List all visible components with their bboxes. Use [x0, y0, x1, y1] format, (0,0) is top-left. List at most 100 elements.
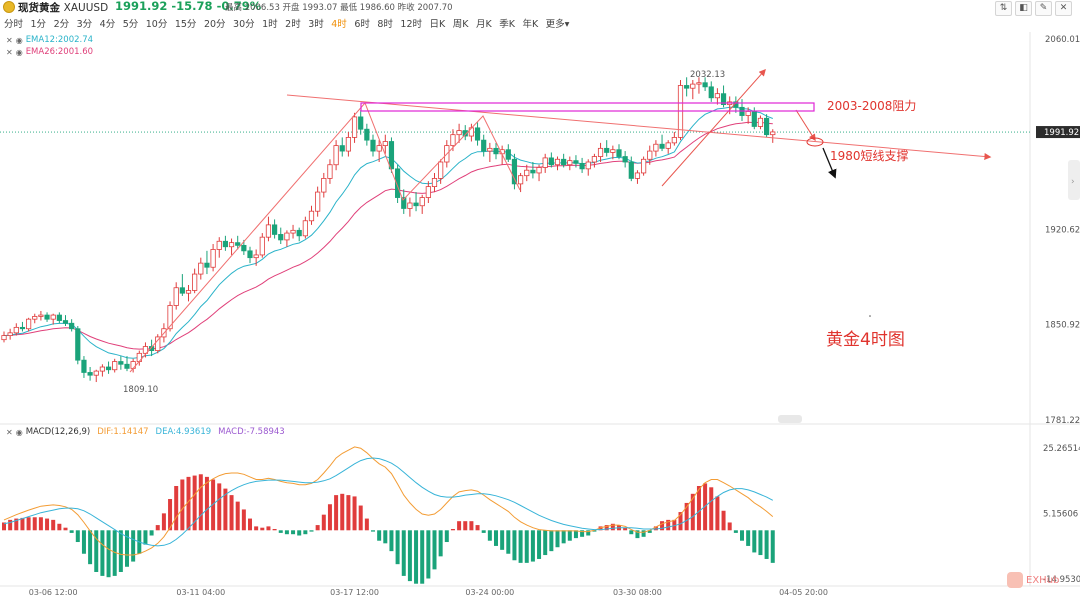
layout-icon[interactable]: ⇅: [995, 1, 1012, 16]
period-tab[interactable]: 2时: [285, 19, 301, 30]
side-handle: [1068, 160, 1080, 200]
macd-bar: [770, 530, 775, 563]
candle-up: [13, 326, 19, 334]
candle-down: [118, 361, 124, 365]
candle-down: [271, 224, 278, 235]
close-icon[interactable]: ✕: [6, 35, 13, 45]
price-tick-label: 1850.92: [1045, 321, 1080, 331]
low-marker: 1809.10: [123, 385, 158, 395]
macd-bar: [690, 493, 695, 531]
candle-up: [536, 167, 542, 174]
candle-up: [518, 175, 524, 185]
price-tick-label: 2060.01: [1045, 35, 1080, 45]
period-tab[interactable]: 4时: [331, 19, 347, 30]
macd-bar: [518, 530, 523, 563]
candle-up: [653, 143, 659, 152]
period-tab[interactable]: 3时: [308, 19, 324, 30]
macd-bar: [487, 530, 492, 541]
macd-bar: [721, 510, 726, 531]
period-tab[interactable]: 2分: [53, 19, 70, 30]
candle-down: [62, 320, 69, 324]
candle-up: [284, 232, 290, 241]
close-icon[interactable]: ✕: [6, 427, 13, 437]
macd-bar: [450, 528, 455, 531]
macd-bar: [512, 530, 517, 561]
eye-icon[interactable]: ◉: [15, 35, 23, 45]
candle-up: [112, 361, 118, 371]
macd-bar: [715, 496, 720, 531]
macd-bar: [161, 513, 166, 531]
candle-down: [548, 157, 554, 166]
period-tab[interactable]: 3分: [76, 19, 93, 30]
period-tab[interactable]: 1时: [262, 19, 278, 30]
panel-icon[interactable]: ◧: [1015, 1, 1032, 16]
period-tab[interactable]: 20分: [203, 19, 226, 30]
macd-bar: [524, 530, 529, 563]
macd-bar: [63, 527, 68, 531]
macd-bar: [204, 476, 209, 531]
period-tab[interactable]: 30分: [233, 19, 255, 30]
candle-down: [364, 128, 370, 141]
macd-bar: [327, 504, 332, 531]
macd-bar: [543, 530, 548, 556]
period-tab[interactable]: 更多▾: [545, 19, 570, 30]
period-tab[interactable]: 年K: [522, 19, 539, 30]
candle-up: [7, 332, 13, 336]
candle-down: [241, 244, 247, 252]
candle-up: [425, 186, 431, 198]
candle-up: [745, 111, 751, 116]
macd-bar: [192, 475, 197, 531]
period-tab[interactable]: 5分: [122, 19, 139, 30]
macd-bar: [733, 530, 738, 533]
candle-down: [44, 314, 50, 320]
watermark-text: EXHub: [1026, 574, 1060, 586]
symbol-name[interactable]: 现货黄金 XAUUSD: [18, 2, 109, 14]
macd-bar: [752, 530, 757, 553]
candle-up: [32, 316, 38, 320]
candle-down: [751, 111, 757, 127]
dot: [869, 315, 871, 317]
candle-down: [87, 372, 93, 376]
close-icon[interactable]: ✕: [6, 47, 13, 57]
macd-bar: [272, 528, 277, 531]
price-change: 1991.92 -15.78 -0.79%: [115, 0, 261, 13]
close-icon[interactable]: ✕: [1055, 1, 1072, 16]
macd-bar: [395, 530, 400, 565]
candle-up: [665, 142, 671, 149]
macd-bar: [340, 493, 345, 531]
candle-down: [659, 143, 665, 149]
eye-icon[interactable]: ◉: [15, 427, 23, 437]
period-tab[interactable]: 月K: [475, 19, 492, 30]
candle-up: [315, 191, 321, 212]
period-tab[interactable]: 15分: [174, 19, 197, 30]
symbol-code: XAUUSD: [63, 2, 109, 14]
gold-coin-icon: [3, 1, 15, 13]
eye-icon[interactable]: ◉: [15, 47, 23, 57]
candle-up: [321, 178, 327, 193]
candle-down: [511, 158, 518, 185]
period-tab[interactable]: 4分: [99, 19, 116, 30]
period-tab[interactable]: 8时: [377, 19, 393, 30]
macd-bar: [94, 530, 99, 572]
candle-up: [185, 290, 192, 294]
period-tab[interactable]: 分时: [4, 19, 24, 30]
period-tab[interactable]: 季K: [499, 19, 515, 30]
period-tab[interactable]: 6时: [354, 19, 370, 30]
macd-bar: [555, 530, 560, 548]
macd-bar: [180, 479, 185, 531]
period-tab[interactable]: 12时: [400, 19, 422, 30]
period-tab[interactable]: 日K: [429, 19, 446, 30]
period-tab[interactable]: 周K: [452, 19, 469, 30]
macd-bar: [371, 530, 375, 532]
candle-down: [493, 147, 499, 155]
period-tab[interactable]: 1分: [30, 19, 47, 30]
time-tick-label: 04-05 20:00: [779, 588, 828, 597]
period-tabs: 分时 1分 2分 3分 4分 5分 10分 15分 20分 30分 1时 2时 3时 4时 6时 8时 12时日…: [4, 16, 569, 30]
draw-icon[interactable]: ✎: [1035, 1, 1052, 16]
macd-bar: [592, 530, 597, 532]
current-price-value: 1991.92: [1044, 128, 1079, 138]
macd-bar: [420, 530, 425, 584]
period-tab[interactable]: 10分: [145, 19, 168, 30]
